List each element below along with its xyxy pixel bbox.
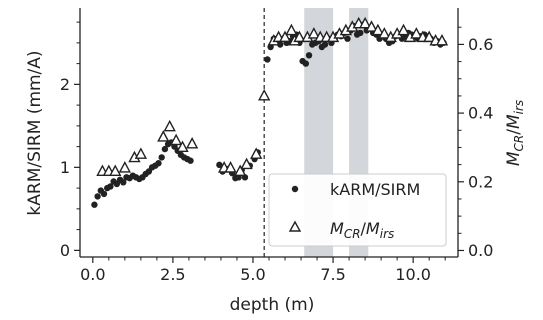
mcr-mirs-point xyxy=(250,147,263,159)
y-right-tick-label: 0.0 xyxy=(468,241,493,260)
mcr-mirs-point xyxy=(109,164,122,177)
mcr-mirs-point xyxy=(240,157,253,170)
mcr-mirs-point xyxy=(365,20,378,32)
y-right-tick-label: 0.6 xyxy=(468,35,493,54)
mcr-mirs-point xyxy=(176,140,189,152)
karm-sirm-point xyxy=(120,179,127,186)
mcr-mirs-point xyxy=(397,23,410,36)
mcr-mirs-point xyxy=(163,119,176,132)
karm-sirm-point xyxy=(302,60,310,67)
legend-label-karm-sirm: kARM/SIRM xyxy=(330,180,420,199)
karm-sirm-point xyxy=(216,161,223,169)
x-tick-label: 5.0 xyxy=(240,265,265,284)
mcr-mirs-point xyxy=(118,161,132,173)
karm-sirm-point xyxy=(357,29,364,37)
legend-label-mcr-mirs: MCR/Mirs xyxy=(330,219,394,241)
mcr-mirs-series xyxy=(96,16,449,177)
karm-sirm-point xyxy=(91,201,98,208)
mcr-mirs-point xyxy=(435,33,449,46)
legend: kARM/SIRM MCR/Mirs xyxy=(268,173,447,247)
karm-sirm-point xyxy=(264,56,271,63)
y-left-tick-label: 0 xyxy=(60,241,70,260)
y-right-axis-title: MCR/Mirs xyxy=(504,100,526,166)
legend-marker-karm-sirm xyxy=(291,185,299,193)
karm-sirm-point xyxy=(158,154,165,161)
x-tick-label: 10.0 xyxy=(395,265,431,284)
mcr-mirs-point xyxy=(293,30,306,43)
y-left-axis-title: kARM/SIRM (mm/A) xyxy=(25,50,45,215)
mcr-mirs-point xyxy=(307,27,321,39)
legend-marker-mcr-mirs xyxy=(288,220,302,232)
x-tick-label: 0.0 xyxy=(80,265,105,284)
karm-sirm-point xyxy=(161,145,169,153)
y-right-tick-label: 0.4 xyxy=(468,104,493,123)
mcr-mirs-point xyxy=(285,23,298,36)
karm-sirm-point xyxy=(100,190,108,198)
mcr-mirs-point xyxy=(410,27,423,39)
mcr-mirs-point xyxy=(358,16,372,29)
y-left-tick-label: 2 xyxy=(60,75,70,94)
karm-sirm-point xyxy=(344,35,351,42)
karm-sirm-point xyxy=(107,183,114,190)
tick-labels: 0.0 2.5 5.0 7.5 10.0 0 1 2 0.0 0.2 0.4 0.6 xyxy=(60,35,494,284)
mcr-mirs-point xyxy=(224,161,237,173)
karm-sirm-point xyxy=(305,52,313,59)
legend-box xyxy=(268,173,447,247)
x-tick-label: 2.5 xyxy=(160,265,185,284)
mcr-mirs-point xyxy=(234,164,247,177)
x-tick-label: 7.5 xyxy=(320,265,345,284)
mcr-mirs-point xyxy=(169,133,183,146)
axes xyxy=(74,8,464,263)
mcr-mirs-point xyxy=(258,88,271,101)
x-axis-title: depth (m) xyxy=(230,295,315,315)
mcr-mirs-point xyxy=(157,130,170,142)
karm-sirm-point xyxy=(155,160,162,167)
karm-sirm-point xyxy=(277,41,284,48)
karm-sirm-point xyxy=(321,41,329,48)
mcr-mirs-point xyxy=(278,30,292,43)
karm-sirm-point xyxy=(94,193,101,200)
karm-sirm-point xyxy=(187,157,194,164)
y-left-tick-label: 1 xyxy=(60,158,70,177)
y-right-tick-label: 0.2 xyxy=(468,172,493,191)
mcr-mirs-point xyxy=(134,147,148,159)
mcr-mirs-point xyxy=(185,137,199,149)
mcr-mirs-point xyxy=(423,30,436,43)
mcr-mirs-point xyxy=(378,27,391,39)
mcr-mirs-point xyxy=(371,23,385,36)
